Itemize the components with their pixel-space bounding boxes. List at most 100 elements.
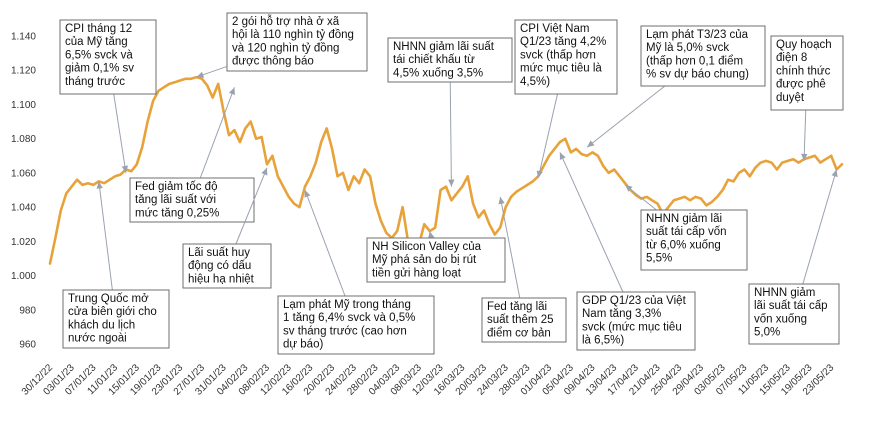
annotation-text: tháng trước: [65, 76, 125, 88]
annotation-text: nước ngoài: [68, 333, 127, 345]
annotation-arrow-line: [304, 189, 346, 297]
series-line-group: [48, 75, 844, 265]
annotation-arrow-line: [98, 181, 113, 291]
annotation-arrowhead: [261, 167, 268, 176]
annotation-text: và 120 nghìn tỷ đồng: [232, 42, 339, 54]
y-tick-label: 1.080: [11, 134, 36, 145]
annotation-box: [366, 237, 506, 283]
y-tick-label: 980: [19, 305, 36, 316]
y-tick-label: 1.120: [11, 66, 36, 77]
annotation-arrowhead: [831, 169, 838, 178]
annotation-text: Q1/23 tăng 4,2%: [520, 36, 606, 48]
annotation-text: Fed giảm tốc độ: [135, 181, 217, 193]
annotation-arrowhead: [587, 140, 595, 148]
annotation-text: sv tháng trước (cao hơn: [283, 325, 407, 337]
annotation-arrowhead: [428, 231, 435, 239]
y-tick-label: 960: [19, 340, 36, 351]
annotation-text: NHNN giảm lãi: [646, 213, 722, 225]
annotation-arrowhead: [801, 153, 808, 161]
annotation-text: là 6,5%): [582, 335, 624, 347]
annotation-arrowhead: [448, 179, 455, 187]
annotation-arrow-line: [586, 85, 666, 148]
y-tick-label: 1.000: [11, 271, 36, 282]
annotation-text: svck (mức mục tiêu: [582, 321, 682, 333]
annotation-text: được thông báo: [232, 56, 314, 68]
annotation-text: duyệt: [776, 92, 805, 104]
annotation-text: giảm 0,1% sv: [65, 63, 134, 75]
annotation-text: Nam tăng 3,3%: [582, 308, 661, 320]
y-axis: 960 980 1.000 1.020 1.040 1.060 1.080 1.100 1.12…: [11, 32, 36, 351]
annotation-box: [387, 37, 513, 83]
annotation-box: [129, 177, 255, 223]
annotation-box: [640, 25, 766, 87]
annotation-arrow-line: [113, 93, 127, 173]
annotation-text: suất thêm 25: [487, 314, 553, 326]
annotation-box: [481, 297, 567, 343]
annotation-arrowhead: [228, 87, 235, 96]
annotation-text: tiền gửi hàng loạt: [372, 267, 462, 279]
annotation-text: điểm cơ bản: [487, 327, 551, 339]
annotation-text: của Mỹ tăng: [65, 36, 128, 48]
y-tick-label: 1.060: [11, 168, 36, 179]
annotation-text: mức mục tiêu là: [520, 63, 602, 75]
annotation-text: tái chiết khấu từ: [393, 54, 475, 66]
annotation-text: 4,5% xuống 3,5%: [393, 67, 483, 79]
annotation-text: 5,0%: [754, 327, 780, 339]
annotation-text: suất tái cấp vốn: [646, 226, 727, 238]
annotation-text: NHNN giảm lãi suất: [393, 41, 495, 53]
annotation-text: Trung Quốc mở: [68, 293, 149, 305]
annotation-text: mức tăng 0,25%: [135, 207, 219, 219]
annotation-arrow-line: [499, 196, 521, 299]
x-axis: 30/12/2203/01/2307/01/2311/01/2315/01/23…: [20, 362, 837, 398]
annotation-text: 1 tăng 6,4% svck và 0,5%: [283, 312, 415, 324]
annotation-text: được phê: [776, 79, 826, 91]
annotation-arrowhead: [625, 184, 633, 192]
annotation-text: lãi suất tái cấp: [754, 300, 828, 312]
y-tick-label: 1.140: [11, 32, 36, 43]
annotation-box: [59, 19, 157, 95]
annotation-text: điện 8: [776, 52, 807, 64]
annotation-text: % sv dự báo chung): [646, 69, 749, 81]
annotation-text: vốn xuống: [754, 313, 807, 325]
annotation-arrow-line: [803, 109, 807, 161]
annotation-arrowhead: [498, 196, 505, 205]
annotation-box: [514, 19, 618, 95]
annotation-text: tăng lãi suất với: [135, 194, 216, 206]
annotation-arrow-line: [235, 167, 268, 245]
annotation-arrow-line: [559, 152, 624, 293]
annotation-arrow-line: [449, 81, 452, 187]
y-tick-label: 1.100: [11, 100, 36, 111]
annotation-arrow-line: [199, 87, 235, 179]
annotation-text: 5,5%: [646, 253, 672, 265]
annotation-text: GDP Q1/23 của Việt: [582, 295, 687, 307]
annotation-text: Lãi suất huy: [188, 247, 250, 259]
annotation-box: [770, 35, 844, 111]
annotation-text: 4,5%): [520, 76, 550, 88]
annotation-arrowhead: [121, 165, 129, 173]
annotation-text: 6,5% svck và: [65, 49, 133, 61]
annotation-box: [62, 289, 170, 349]
annotation-text: Quy hoạch: [776, 39, 832, 51]
annotation-box: [576, 291, 696, 351]
annotation-text: NHNN giảm: [754, 287, 815, 299]
annotation-text: Lạm phát Mỹ trong tháng: [283, 299, 411, 311]
annotation-arrowhead: [196, 71, 205, 78]
annotation-arrowhead: [96, 181, 103, 189]
annotation-box: [226, 12, 368, 72]
annotation-text: CPI tháng 12: [65, 23, 132, 35]
annotation-arrowhead: [559, 152, 566, 161]
annotation-box: [748, 283, 840, 345]
